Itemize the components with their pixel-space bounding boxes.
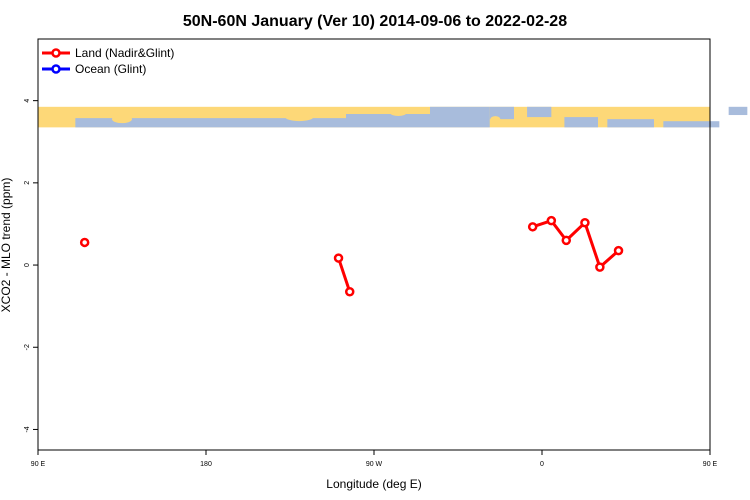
data-point <box>561 235 572 246</box>
legend-marker <box>51 48 61 58</box>
chart-title: 50N-60N January (Ver 10) 2014-09-06 to 2… <box>183 13 567 30</box>
legend: Land (Nadir&Glint) Ocean (Glint) <box>42 46 174 76</box>
map-landmass <box>112 115 132 124</box>
data-point <box>333 253 344 263</box>
data-point <box>613 245 624 256</box>
data-point <box>527 222 538 232</box>
map-ocean <box>430 106 490 128</box>
map-ocean <box>75 118 346 128</box>
map-ocean <box>564 117 598 128</box>
x-tick-label: 90 W <box>366 461 383 468</box>
map-landmass <box>545 118 558 125</box>
map-landmass <box>285 113 314 122</box>
map-ocean <box>346 114 430 128</box>
map-landmass <box>144 112 156 119</box>
y-axis: -4 -2 0 2 4 <box>24 99 38 433</box>
map-landmass <box>490 116 501 123</box>
map-ocean <box>489 106 514 120</box>
x-axis-label: Longitude (deg E) <box>326 477 421 491</box>
series-line <box>337 257 352 293</box>
data-point <box>580 217 590 228</box>
map-ocean <box>663 121 720 128</box>
world-map-band <box>38 106 748 128</box>
x-tick-label: 180 <box>200 461 212 468</box>
series-lines <box>337 219 620 293</box>
legend-label: Land (Nadir&Glint) <box>75 46 174 60</box>
map-ocean <box>527 106 552 118</box>
y-tick-label: 2 <box>24 181 31 185</box>
y-tick-label: 4 <box>24 99 31 103</box>
x-tick-label: 90 E <box>703 461 718 468</box>
series-points <box>79 215 624 297</box>
y-tick-label: -4 <box>24 426 31 432</box>
y-tick-label: -2 <box>24 344 31 350</box>
plot-frame <box>37 38 711 451</box>
data-point <box>595 262 605 272</box>
data-point <box>344 287 355 297</box>
x-tick-label: 90 E <box>31 461 46 468</box>
map-ocean <box>607 119 654 128</box>
x-tick-label: 0 <box>540 461 544 468</box>
series-line <box>532 219 620 269</box>
data-point <box>546 215 557 226</box>
y-tick-label: 0 <box>24 263 31 267</box>
y-axis-label: XCO2 - MLO trend (ppm) <box>0 178 13 313</box>
data-point <box>79 237 90 248</box>
x-axis: 90 E 180 90 W 0 90 E <box>31 450 718 468</box>
map-landmass <box>390 109 407 116</box>
legend-marker <box>51 64 61 74</box>
map-ocean <box>728 106 748 116</box>
legend-label: Ocean (Glint) <box>75 62 146 76</box>
